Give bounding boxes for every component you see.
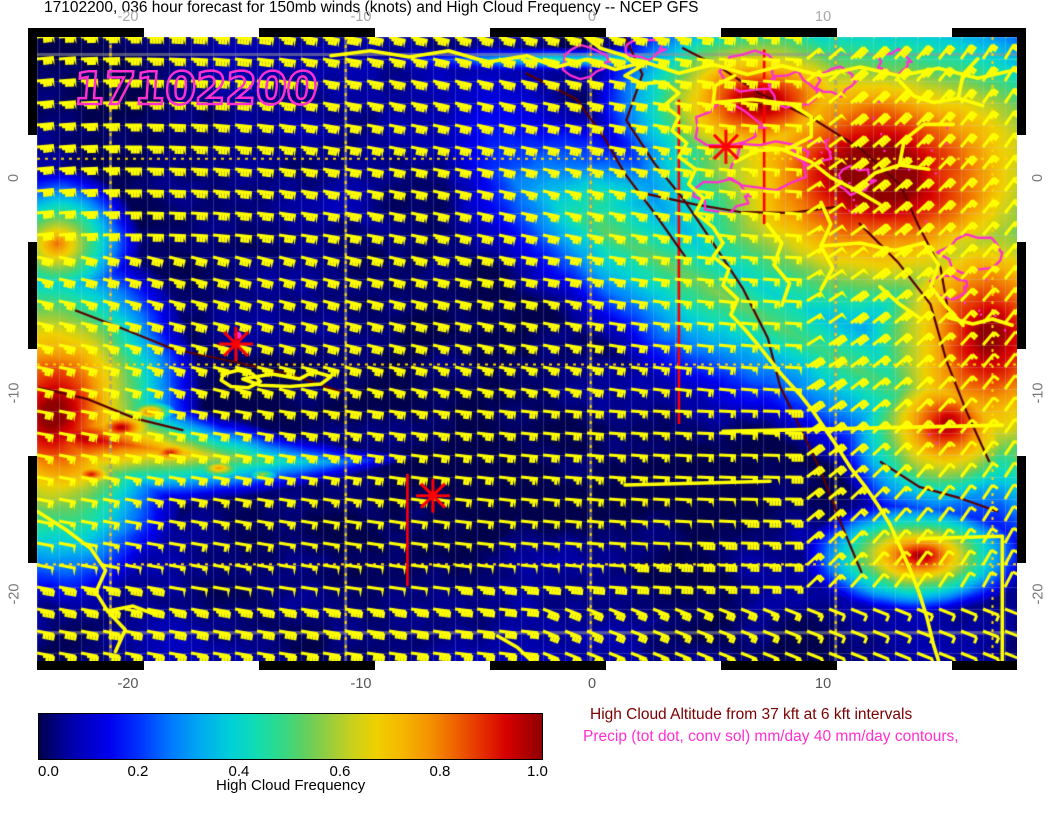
axis-tickbar-bottom	[28, 661, 1026, 670]
legend-precip-text: Precip (tot dot, conv sol) mm/day 40 mm/…	[583, 728, 959, 745]
axis-tick-label: 10	[815, 676, 832, 692]
axis-tick-label: 0	[1030, 173, 1047, 183]
colorbar	[38, 713, 543, 760]
axis-tick-label: -20	[117, 676, 139, 692]
colorbar-tick-label: 0.0	[38, 763, 59, 780]
axis-tickbar-top	[28, 28, 1026, 37]
colorbar-tick-label: 0.4	[228, 763, 250, 780]
axis-tick-label: -20	[5, 583, 22, 605]
colorbar-title: High Cloud Frequency	[216, 777, 366, 794]
axis-tick-label: -20	[117, 9, 139, 25]
legend-altitude-text: High Cloud Altitude from 37 kft at 6 kft…	[590, 706, 913, 723]
map-image[interactable]	[37, 37, 1017, 661]
colorbar-tick-label: 0.8	[429, 763, 451, 780]
colorbar-tick-label: 0.6	[329, 763, 351, 780]
map-plot-area[interactable]: 17102200	[28, 28, 1026, 670]
axis-tick-label: -10	[350, 9, 372, 25]
page-title: 17102200, 036 hour forecast for 150mb wi…	[44, 0, 699, 16]
axis-tick-label: 0	[6, 173, 23, 183]
axis-tick-label: -10	[350, 676, 372, 692]
axis-tick-label: 0	[588, 676, 597, 692]
colorbar-tick-label: 0.2	[127, 763, 149, 780]
axis-tick-label: -10	[1029, 382, 1046, 404]
axis-tick-label: -10	[5, 382, 22, 404]
map-canvas	[37, 37, 1017, 661]
colorbar-tick-label: 1.0	[527, 763, 548, 780]
axis-tickbar-left	[28, 28, 37, 670]
axis-tick-label: 10	[815, 9, 832, 25]
axis-tick-label: 0	[588, 9, 597, 25]
axis-tickbar-right	[1017, 28, 1026, 670]
axis-tick-label: -20	[1029, 583, 1046, 605]
